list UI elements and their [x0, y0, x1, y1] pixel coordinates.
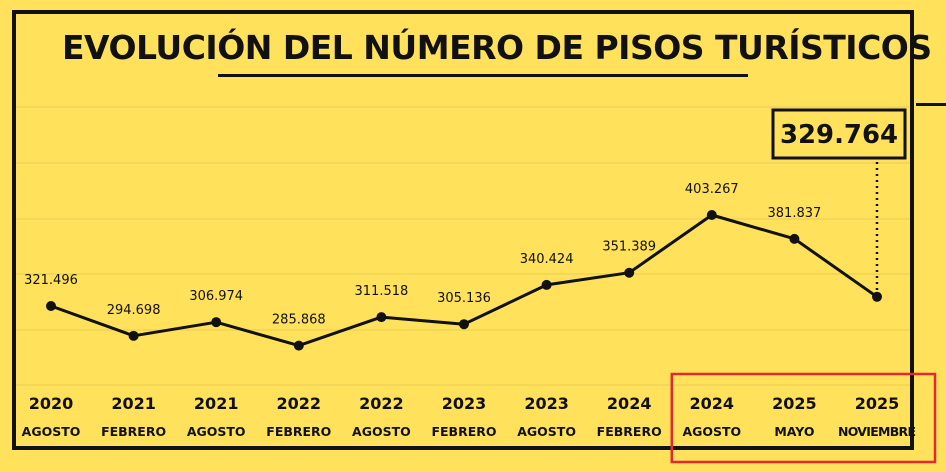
title-underline	[218, 74, 748, 77]
data-point	[459, 319, 469, 330]
x-tick-year: 2022	[359, 394, 404, 413]
x-tick-year: 2024	[607, 394, 652, 413]
x-tick-month: AGOSTO	[22, 424, 81, 439]
x-tick-year: 2024	[690, 394, 735, 413]
value-label: 311.518	[355, 284, 409, 299]
x-tick-year: 2021	[111, 394, 156, 413]
x-tick-year: 2022	[277, 394, 322, 413]
x-tick-month: NOVIEMBRE	[838, 424, 916, 439]
chart-title: EVOLUCIÓN DEL NÚMERO DE PISOS TURÍSTICOS	[62, 28, 932, 67]
value-label: 351.389	[602, 240, 656, 255]
data-point	[376, 312, 387, 323]
value-label: 294.698	[107, 303, 161, 318]
x-tick-year: 2023	[524, 394, 569, 413]
callout-box	[771, 108, 907, 160]
x-tick-month: AGOSTO	[682, 424, 741, 439]
x-tick-month: MAYO	[774, 424, 814, 439]
x-tick-month: FEBRERO	[101, 424, 166, 439]
frame-side-connector	[916, 103, 946, 106]
x-tick-year: 2021	[194, 394, 239, 413]
data-points-group	[46, 210, 882, 351]
value-label: 381.837	[768, 206, 822, 221]
data-point	[211, 317, 222, 328]
data-point	[789, 233, 800, 244]
x-tick-month: FEBRERO	[597, 424, 662, 439]
x-tick-month: AGOSTO	[187, 424, 246, 439]
data-point	[293, 340, 304, 351]
x-tick-month: AGOSTO	[352, 424, 411, 439]
value-label: 340.424	[520, 252, 574, 267]
x-tick-month: AGOSTO	[517, 424, 576, 439]
value-label: 321.496	[24, 273, 78, 288]
x-axis-labels-group: 2020 AGOSTO 2021 FEBRERO 2021 AGOSTO 2022 FEBRE…	[22, 394, 916, 439]
highlight-box	[670, 372, 937, 464]
x-tick-month: FEBRERO	[266, 424, 331, 439]
x-tick-month: FEBRERO	[431, 424, 496, 439]
value-label: 285.868	[272, 313, 326, 328]
value-label: 306.974	[189, 289, 243, 304]
x-tick-year: 2020	[29, 394, 74, 413]
value-label: 403.267	[685, 182, 739, 197]
data-point	[128, 330, 139, 341]
x-tick-year: 2023	[442, 394, 487, 413]
callout-group: 329.764	[771, 108, 907, 291]
x-tick-year: 2025	[855, 394, 900, 413]
x-tick-year: 2025	[772, 394, 817, 413]
data-point	[706, 210, 717, 220]
data-point	[541, 279, 552, 290]
data-point	[624, 267, 635, 278]
highlight-box-group	[670, 372, 937, 464]
data-point	[872, 291, 882, 302]
data-point	[46, 301, 56, 311]
value-labels-group: 321.496 294.698 306.974 285.868 311.518 305.1…	[24, 182, 821, 328]
value-label: 305.136	[437, 291, 491, 306]
chart-frame	[12, 10, 914, 450]
callout-value: 329.764	[780, 120, 898, 150]
